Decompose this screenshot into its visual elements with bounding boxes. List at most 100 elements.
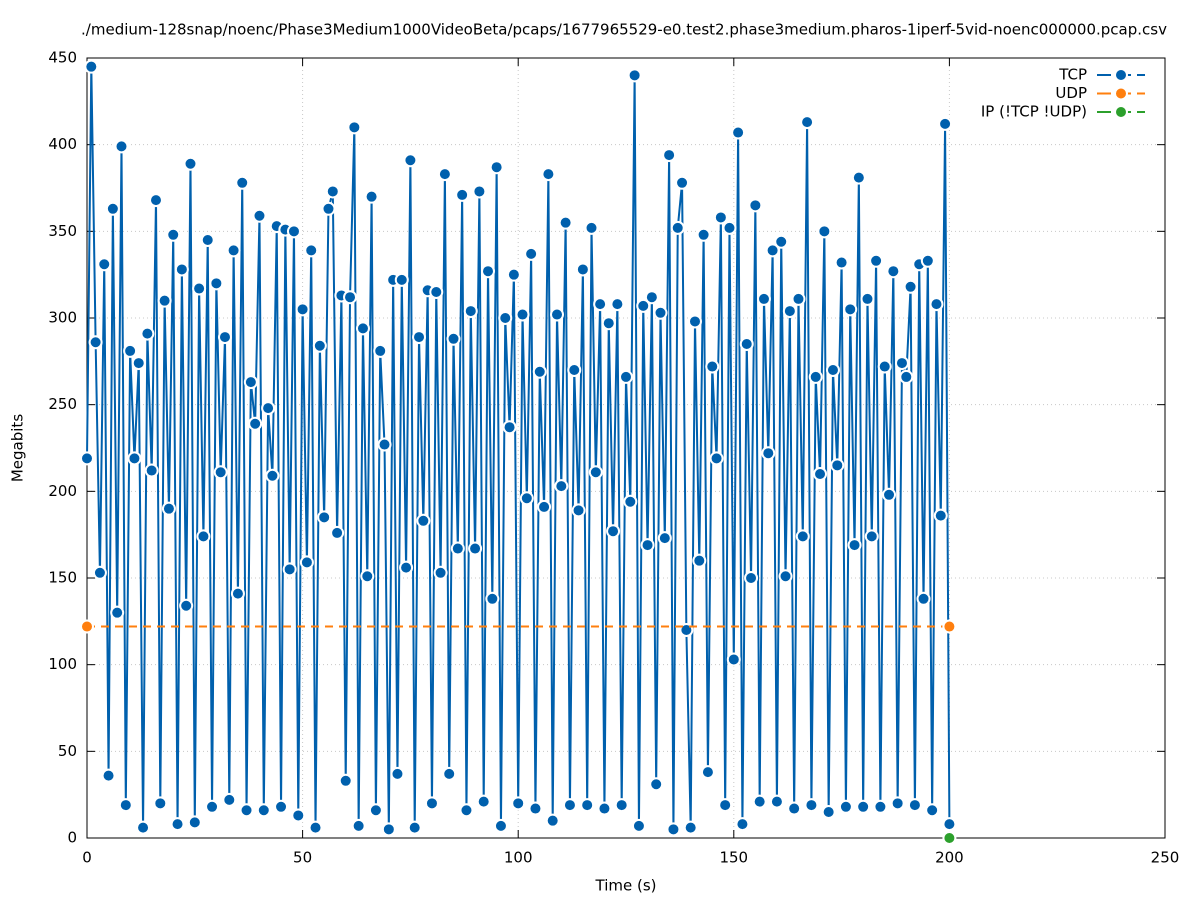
data-point [123, 343, 138, 358]
data-point [847, 538, 862, 553]
data-point [459, 803, 474, 818]
data-point [80, 451, 94, 466]
data-point [856, 799, 871, 814]
data-point [403, 153, 418, 168]
data-point [256, 803, 271, 818]
data-point [442, 766, 457, 781]
data-point [325, 184, 340, 199]
x-tick-label: 0 [82, 849, 92, 867]
data-point [127, 451, 142, 466]
data-point [243, 375, 258, 390]
data-point [506, 267, 521, 282]
data-point [515, 307, 530, 322]
data-point [692, 553, 707, 568]
data-point [217, 330, 232, 345]
data-point [675, 175, 690, 190]
data-point [92, 565, 107, 580]
data-point [291, 808, 306, 823]
data-point [554, 479, 569, 494]
data-point [222, 792, 237, 807]
data-point [752, 794, 767, 809]
data-point [623, 494, 638, 509]
data-point [235, 175, 250, 190]
data-point [938, 116, 953, 131]
data-point [498, 311, 513, 325]
data-point [312, 338, 327, 353]
data-point [148, 193, 163, 208]
data-point [153, 796, 168, 811]
data-point [144, 463, 159, 478]
data-point [537, 499, 552, 514]
data-point [567, 363, 582, 377]
data-point [808, 369, 823, 384]
data-point [84, 59, 99, 74]
y-tick-label: 300 [48, 309, 77, 327]
data-point [80, 619, 94, 634]
data-point [377, 437, 392, 452]
data-point [657, 531, 672, 546]
y-tick-label: 150 [48, 569, 77, 587]
x-tick-label: 50 [293, 849, 312, 867]
data-point [942, 817, 957, 832]
data-point [830, 458, 845, 473]
data-point [804, 798, 819, 813]
data-point [463, 304, 478, 319]
data-point [394, 272, 409, 287]
data-point [136, 820, 151, 835]
data-point [864, 529, 879, 544]
data-point [890, 796, 905, 811]
data-point [593, 297, 608, 312]
data-point [550, 307, 565, 322]
data-point [735, 817, 750, 832]
data-point [821, 805, 836, 819]
data-point [226, 243, 241, 258]
data-point [179, 598, 194, 613]
data-point [541, 167, 556, 182]
data-point [851, 170, 866, 185]
data-point [916, 591, 931, 606]
data-point [571, 503, 586, 518]
data-point [308, 820, 323, 835]
data-point [261, 401, 276, 416]
x-tick-label: 200 [935, 849, 964, 867]
data-point [873, 799, 888, 814]
data-point [731, 125, 746, 140]
data-point [450, 541, 465, 556]
data-point [942, 831, 957, 845]
data-point [97, 257, 112, 272]
y-tick-label: 100 [48, 655, 77, 673]
data-point [355, 321, 370, 336]
data-point [817, 224, 832, 239]
data-point [304, 243, 319, 258]
data-point [485, 591, 500, 606]
data-point [157, 293, 172, 308]
data-point [373, 343, 388, 358]
data-point [925, 803, 940, 818]
data-point [140, 326, 155, 341]
data-point [338, 773, 353, 788]
data-point [907, 798, 922, 813]
data-point [929, 297, 944, 312]
chart-title: ./medium-128snap/noenc/Phase3Medium1000V… [81, 21, 1167, 39]
data-point [286, 224, 301, 239]
data-point [601, 316, 616, 331]
data-point [424, 796, 439, 811]
y-axis-label: Megabits [9, 414, 27, 482]
data-point [213, 465, 228, 480]
data-point [205, 799, 220, 814]
data-point [614, 798, 629, 813]
data-point [666, 822, 681, 837]
data-point [174, 262, 189, 277]
data-point [640, 538, 655, 553]
data-point [282, 562, 297, 577]
data-point [101, 768, 116, 783]
data-point [877, 359, 892, 374]
data-point [330, 525, 345, 540]
data-point [524, 246, 539, 261]
legend-marker [1114, 86, 1128, 101]
data-point [882, 487, 897, 502]
data-point [412, 330, 427, 345]
data-point [894, 356, 909, 371]
data-point [317, 510, 332, 525]
data-point [942, 619, 957, 634]
